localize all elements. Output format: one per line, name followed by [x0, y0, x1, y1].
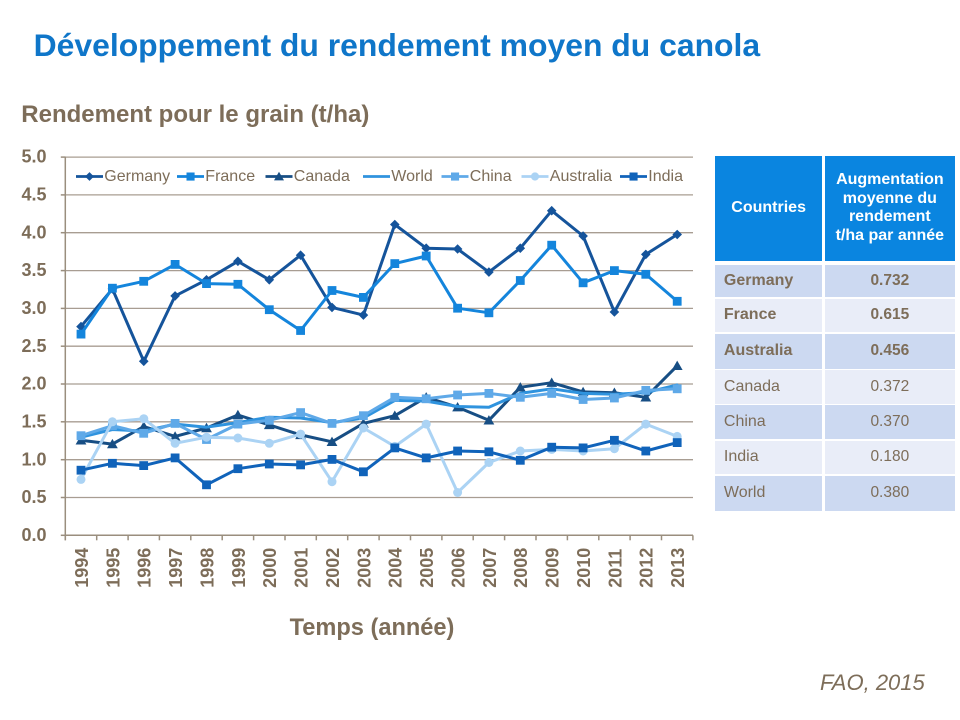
svg-text:2009: 2009	[543, 548, 563, 588]
svg-text:2012: 2012	[637, 548, 657, 588]
svg-text:2001: 2001	[292, 548, 312, 588]
svg-text:2002: 2002	[323, 548, 343, 588]
svg-text:1999: 1999	[229, 548, 249, 588]
svg-text:3.5: 3.5	[21, 260, 46, 280]
svg-text:0.0: 0.0	[21, 525, 46, 545]
svg-text:1995: 1995	[103, 548, 123, 588]
svg-text:Germany: Germany	[104, 168, 170, 185]
svg-text:France: France	[205, 168, 255, 185]
svg-text:3.0: 3.0	[21, 298, 46, 318]
svg-text:2.5: 2.5	[21, 336, 46, 356]
svg-text:2004: 2004	[386, 548, 406, 588]
svg-text:1994: 1994	[72, 548, 92, 588]
svg-text:4.0: 4.0	[21, 222, 46, 242]
svg-text:2005: 2005	[417, 548, 437, 588]
svg-text:1.0: 1.0	[21, 449, 46, 469]
svg-text:2010: 2010	[574, 548, 594, 588]
svg-text:India: India	[648, 168, 683, 185]
svg-text:2011: 2011	[605, 549, 625, 588]
svg-text:5.0: 5.0	[21, 147, 46, 167]
svg-text:Australia: Australia	[550, 168, 612, 185]
svg-text:2007: 2007	[480, 548, 500, 588]
svg-text:2003: 2003	[354, 548, 374, 588]
svg-text:1997: 1997	[166, 548, 186, 588]
svg-text:China: China	[470, 168, 512, 185]
svg-text:2.0: 2.0	[21, 374, 46, 394]
svg-text:2006: 2006	[448, 548, 468, 588]
svg-text:2008: 2008	[511, 548, 531, 588]
svg-text:2000: 2000	[260, 548, 280, 588]
svg-text:1996: 1996	[135, 548, 155, 588]
svg-text:Temps (année): Temps (année)	[290, 615, 455, 641]
svg-text:1.5: 1.5	[21, 411, 46, 431]
svg-text:4.5: 4.5	[21, 185, 46, 205]
svg-text:Canada: Canada	[294, 168, 350, 185]
svg-text:0.5: 0.5	[21, 487, 46, 507]
svg-text:World: World	[391, 168, 433, 185]
svg-text:1998: 1998	[197, 548, 217, 588]
svg-text:2013: 2013	[668, 548, 688, 588]
